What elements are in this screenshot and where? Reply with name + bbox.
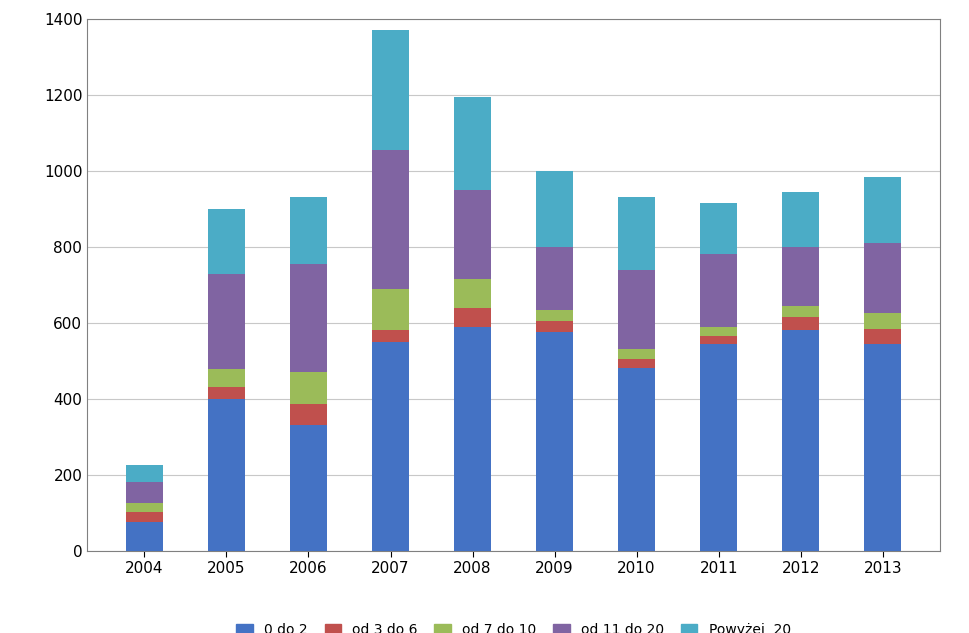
Bar [536, 247, 573, 310]
Bar [536, 171, 573, 247]
Bar [126, 522, 163, 551]
Bar [701, 254, 737, 327]
Bar [454, 279, 491, 308]
Bar [208, 369, 245, 387]
Bar [782, 306, 819, 317]
Bar [864, 344, 901, 551]
Bar [864, 329, 901, 344]
Bar [701, 336, 737, 344]
Bar [290, 197, 327, 264]
Bar [126, 511, 163, 522]
Bar [782, 330, 819, 551]
Bar [126, 503, 163, 511]
Legend: 0 do 2, od 3 do 6, od 7 do 10, od 11 do 20, Powyżej  20: 0 do 2, od 3 do 6, od 7 do 10, od 11 do … [230, 616, 797, 633]
Bar [454, 327, 491, 551]
Bar [782, 247, 819, 306]
Bar [372, 342, 409, 551]
Bar [126, 482, 163, 503]
Bar [208, 399, 245, 551]
Bar [618, 368, 655, 551]
Bar [208, 274, 245, 369]
Bar [782, 192, 819, 247]
Bar [864, 177, 901, 243]
Bar [290, 425, 327, 551]
Bar [372, 150, 409, 289]
Bar [290, 264, 327, 372]
Bar [372, 30, 409, 150]
Bar [701, 327, 737, 336]
Bar [618, 197, 655, 270]
Bar [701, 344, 737, 551]
Bar [618, 359, 655, 368]
Bar [454, 190, 491, 279]
Bar [126, 465, 163, 482]
Bar [454, 308, 491, 327]
Bar [782, 317, 819, 330]
Bar [618, 270, 655, 349]
Bar [536, 310, 573, 321]
Bar [864, 243, 901, 313]
Bar [618, 349, 655, 359]
Bar [372, 289, 409, 330]
Bar [536, 332, 573, 551]
Bar [208, 209, 245, 274]
Bar [290, 404, 327, 425]
Bar [372, 330, 409, 342]
Bar [536, 321, 573, 332]
Bar [208, 387, 245, 399]
Bar [290, 372, 327, 404]
Bar [454, 97, 491, 190]
Bar [701, 203, 737, 254]
Bar [864, 313, 901, 329]
